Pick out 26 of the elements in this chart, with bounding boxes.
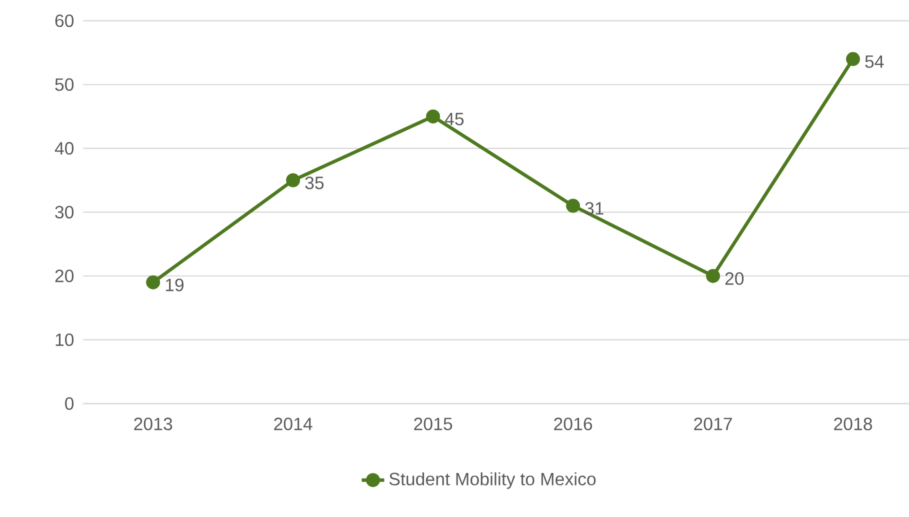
point bbox=[846, 52, 860, 66]
data-label: 35 bbox=[305, 176, 324, 190]
legend-label: Student Mobility to Mexico bbox=[389, 472, 596, 489]
data-label: 31 bbox=[585, 202, 604, 215]
data-label: 54 bbox=[865, 55, 884, 68]
point bbox=[426, 109, 440, 124]
x-tick-label: 2015 bbox=[414, 418, 452, 430]
x-tick-label: 2017 bbox=[694, 418, 732, 430]
x-tick-label: 2018 bbox=[834, 418, 872, 430]
y-tick-label: 60 bbox=[55, 14, 74, 27]
point bbox=[146, 275, 160, 290]
point bbox=[566, 198, 580, 213]
data-label: 45 bbox=[444, 112, 464, 126]
point bbox=[286, 173, 300, 188]
y-tick-label: 10 bbox=[56, 333, 74, 346]
x-tick-label: 2016 bbox=[554, 418, 592, 430]
y-tick-label: 40 bbox=[54, 142, 74, 155]
data-label: 19 bbox=[166, 278, 184, 292]
y-tick-label: 50 bbox=[55, 78, 74, 91]
x-tick-label: 2014 bbox=[274, 418, 312, 430]
y-tick-label: 30 bbox=[55, 206, 74, 218]
point bbox=[706, 268, 720, 283]
y-tick-label: 0 bbox=[65, 397, 74, 410]
y-tick-label: 20 bbox=[55, 270, 74, 282]
x-tick-label: 2013 bbox=[134, 418, 172, 430]
data-label: 20 bbox=[725, 272, 744, 285]
